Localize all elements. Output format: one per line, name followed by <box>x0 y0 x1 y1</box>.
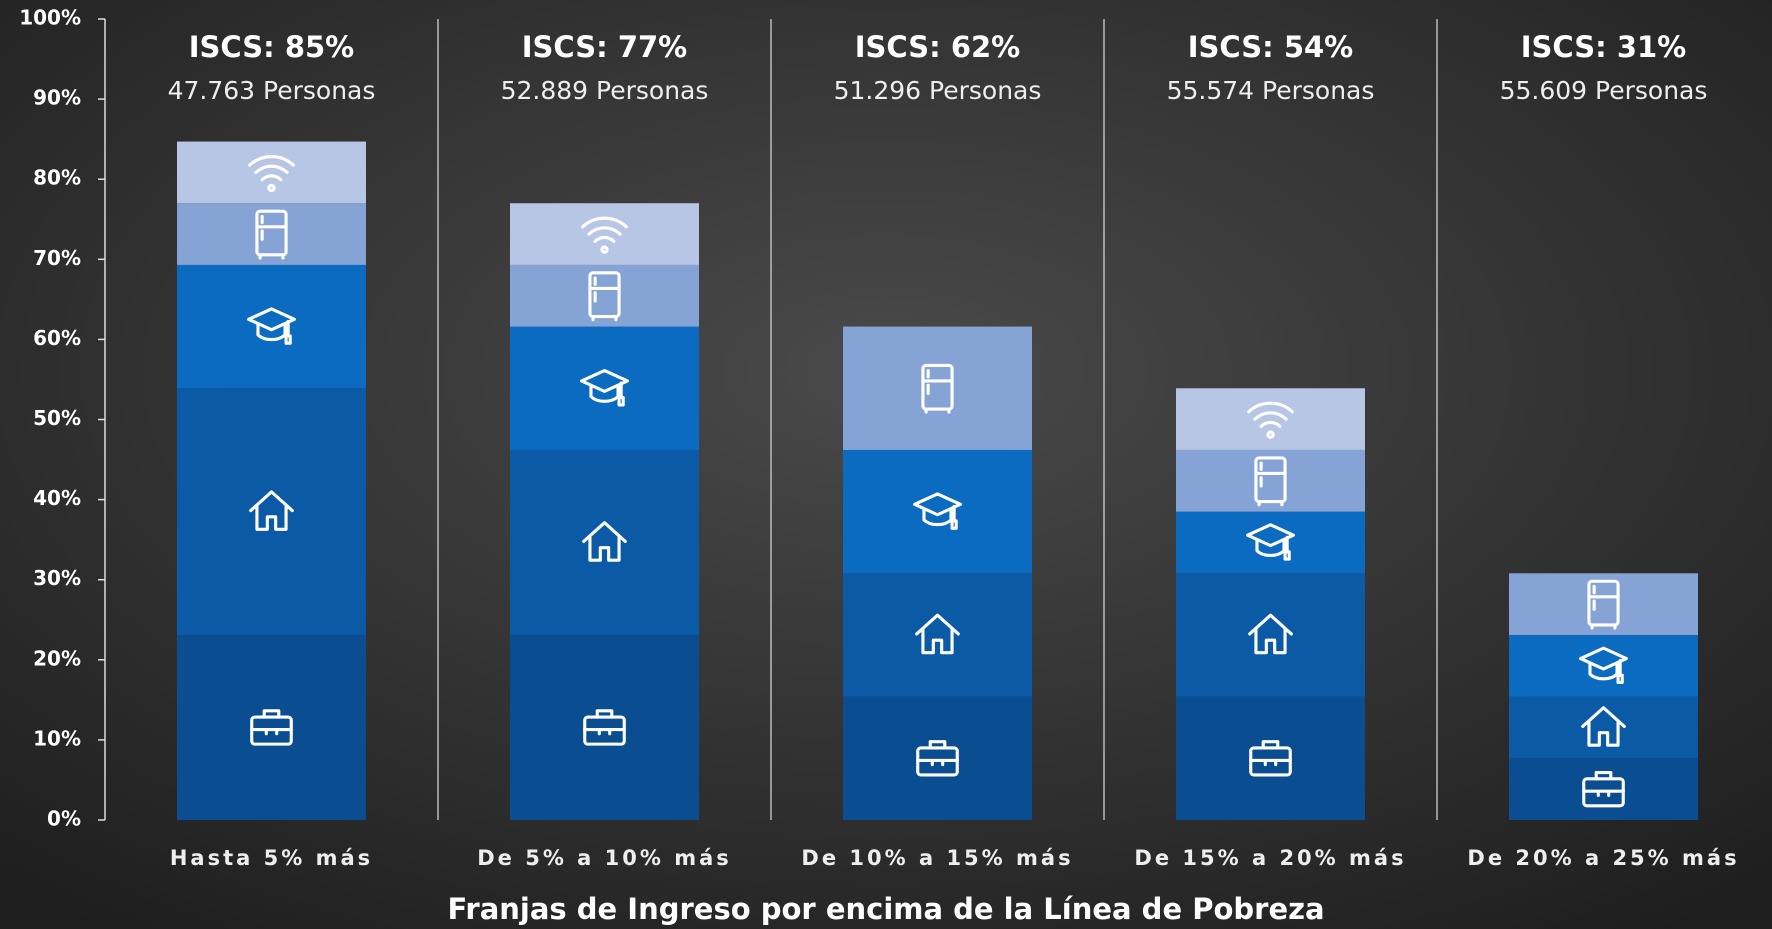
annotation-subtitle: 52.889 Personas <box>501 76 709 105</box>
y-tick-label: 50% <box>33 406 81 430</box>
x-tick-label: De 15% a 20% más <box>1134 846 1406 870</box>
x-tick-label: De 5% a 10% más <box>477 846 732 870</box>
bar-segment <box>843 326 1032 450</box>
bar-segment <box>510 449 699 635</box>
bar-segment <box>177 634 366 820</box>
bar-segment <box>177 141 366 204</box>
y-tick-label: 60% <box>33 326 81 350</box>
annotation-subtitle: 55.609 Personas <box>1500 76 1708 105</box>
y-tick-label: 30% <box>33 566 81 590</box>
bar-segment <box>177 264 366 389</box>
annotation-title: ISCS: 77% <box>522 30 688 64</box>
annotation-subtitle: 55.574 Personas <box>1167 76 1375 105</box>
bar-segment <box>1176 696 1365 820</box>
bar-segment <box>510 634 699 820</box>
annotation-subtitle: 51.296 Personas <box>834 76 1042 105</box>
x-tick-label: De 10% a 15% más <box>801 846 1073 870</box>
annotation-title: ISCS: 31% <box>1521 30 1687 64</box>
y-tick-label: 80% <box>33 166 81 190</box>
bar-segment <box>177 388 366 635</box>
bar-segment <box>1509 758 1698 820</box>
bar-segment <box>1176 511 1365 574</box>
x-tick-label: Hasta 5% más <box>170 846 373 870</box>
bar-segment <box>510 326 699 450</box>
bar-segment <box>843 573 1032 697</box>
y-tick-label: 0% <box>47 807 81 831</box>
annotation-subtitle: 47.763 Personas <box>168 76 376 105</box>
x-tick-label: De 20% a 25% más <box>1467 846 1739 870</box>
bar-segment <box>1509 696 1698 759</box>
y-tick-label: 40% <box>33 486 81 510</box>
annotation-title: ISCS: 54% <box>1188 30 1354 64</box>
annotation-title: ISCS: 62% <box>855 30 1021 64</box>
bar-segment <box>1176 388 1365 450</box>
y-tick-label: 10% <box>33 726 81 750</box>
bar-segment <box>843 449 1032 574</box>
y-tick-label: 90% <box>33 86 81 110</box>
x-axis-title: Franjas de Ingreso por encima de la Líne… <box>447 892 1324 926</box>
bar-segment <box>843 696 1032 820</box>
bar-segment <box>1509 634 1698 697</box>
y-tick-label: 70% <box>33 246 81 270</box>
y-tick-label: 100% <box>19 6 81 30</box>
y-tick-label: 20% <box>33 646 81 670</box>
bar-segment <box>1176 573 1365 697</box>
bar-segment <box>510 203 699 265</box>
annotation-title: ISCS: 85% <box>189 30 355 64</box>
